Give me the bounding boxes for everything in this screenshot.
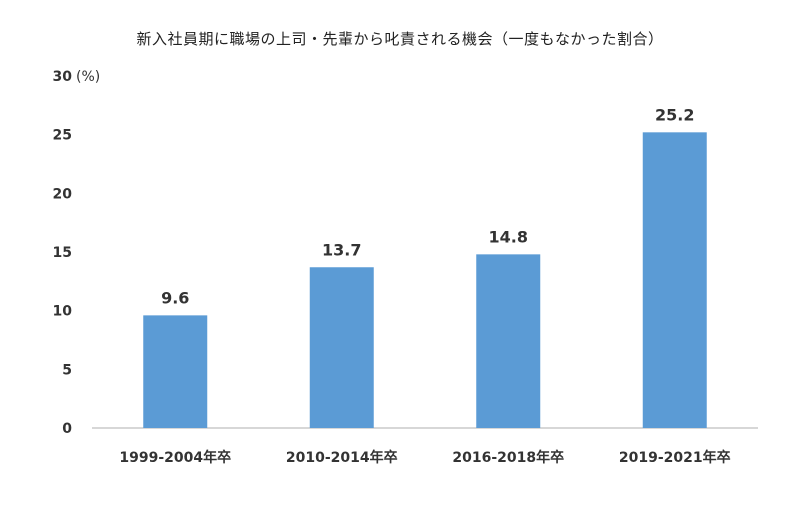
y-tick-label: 30 [53, 69, 73, 85]
data-label: 14.8 [489, 227, 528, 246]
data-label: 9.6 [161, 288, 189, 307]
data-label: 13.7 [322, 240, 361, 259]
y-tick-label: 10 [53, 304, 73, 320]
bar [143, 315, 208, 428]
x-tick-label: 2016-2018年卒 [452, 449, 564, 466]
y-tick-label: 0 [62, 421, 72, 437]
bar [309, 267, 374, 428]
bar [476, 254, 541, 428]
data-label: 25.2 [655, 105, 694, 124]
bar [642, 132, 707, 428]
x-tick-label: 2010-2014年卒 [286, 449, 398, 466]
y-tick-label: 20 [53, 186, 73, 202]
y-tick-label: 25 [53, 128, 72, 144]
x-tick-label: 1999-2004年卒 [119, 449, 231, 466]
y-tick-label: 5 [62, 362, 72, 378]
chart-title: 新入社員期に職場の上司・先輩から叱責される機会（一度もなかった割合） [136, 30, 664, 48]
x-tick-label: 2019-2021年卒 [619, 449, 731, 466]
y-axis-unit: (%) [76, 69, 100, 85]
y-tick-label: 15 [53, 245, 72, 261]
